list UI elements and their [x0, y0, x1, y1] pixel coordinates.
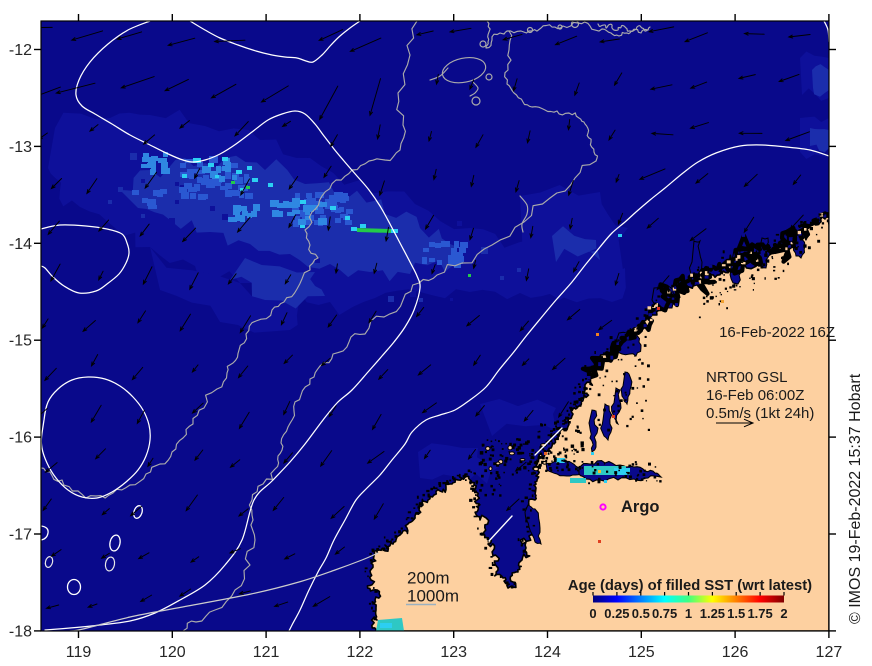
svg-text:122: 122 — [347, 644, 374, 661]
svg-text:0.5: 0.5 — [632, 606, 650, 621]
svg-text:-18: -18 — [9, 623, 32, 640]
svg-text:2: 2 — [780, 606, 787, 621]
svg-text:-14: -14 — [9, 236, 32, 253]
svg-text:Argo: Argo — [621, 498, 660, 516]
svg-text:0.25: 0.25 — [604, 606, 629, 621]
svg-text:0.75: 0.75 — [652, 606, 677, 621]
svg-text:NRT00 GSL: NRT00 GSL — [706, 369, 787, 386]
svg-text:120: 120 — [159, 644, 186, 661]
svg-text:121: 121 — [253, 644, 280, 661]
svg-text:-12: -12 — [9, 42, 32, 59]
svg-text:1.25: 1.25 — [700, 606, 725, 621]
svg-text:0: 0 — [589, 606, 596, 621]
svg-text:16-Feb 06:00Z: 16-Feb 06:00Z — [706, 387, 804, 404]
svg-text:-13: -13 — [9, 139, 32, 156]
svg-text:127: 127 — [816, 644, 843, 661]
svg-text:119: 119 — [66, 644, 92, 661]
svg-text:-17: -17 — [9, 527, 32, 544]
svg-text:125: 125 — [628, 644, 655, 661]
svg-text:1: 1 — [685, 606, 692, 621]
svg-text:124: 124 — [534, 644, 561, 661]
svg-text:0.5m/s (1kt 24h): 0.5m/s (1kt 24h) — [706, 405, 814, 422]
svg-text:-16: -16 — [9, 430, 32, 447]
svg-text:126: 126 — [722, 644, 749, 661]
svg-text:1000m: 1000m — [407, 587, 459, 606]
svg-text:16-Feb-2022 16Z: 16-Feb-2022 16Z — [719, 324, 835, 341]
svg-text:1.5: 1.5 — [727, 606, 745, 621]
svg-text:Age (days) of filled SST (wrt: Age (days) of filled SST (wrt latest) — [568, 578, 812, 594]
svg-text:-15: -15 — [9, 333, 32, 350]
svg-text:© IMOS 19-Feb-2022 15:37 Hobar: © IMOS 19-Feb-2022 15:37 Hobart — [847, 373, 864, 624]
svg-text:1.75: 1.75 — [747, 606, 772, 621]
svg-text:200m: 200m — [407, 569, 450, 588]
svg-text:123: 123 — [440, 644, 467, 661]
